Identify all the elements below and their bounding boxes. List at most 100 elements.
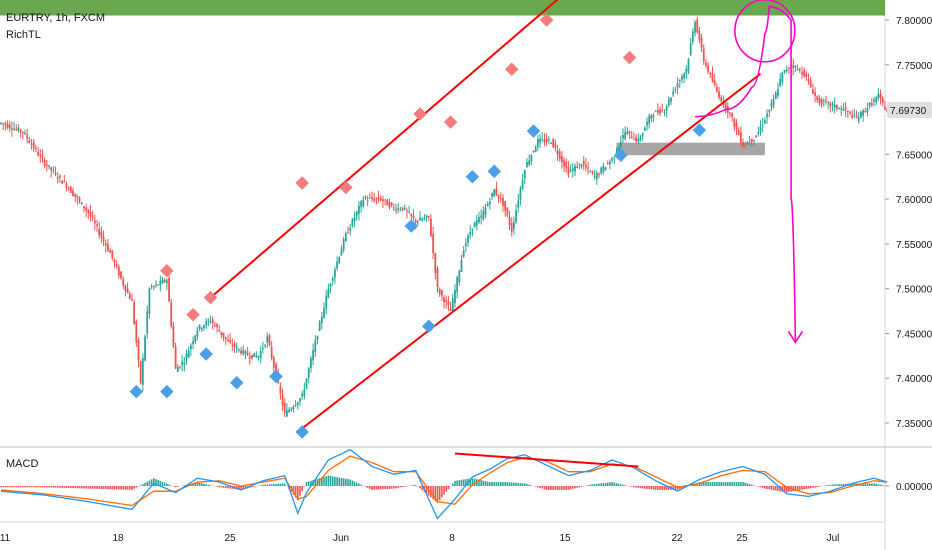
price-candle xyxy=(170,302,173,327)
price-candle xyxy=(482,211,485,220)
price-candle xyxy=(135,321,138,343)
price-candle xyxy=(423,217,426,220)
x-tick-label: 15 xyxy=(559,533,571,544)
price-candle xyxy=(312,350,314,360)
price-candle xyxy=(4,123,7,126)
price-candle xyxy=(460,259,463,272)
price-candle xyxy=(811,89,814,94)
price-candle xyxy=(512,222,515,230)
price-candle xyxy=(310,358,312,369)
price-candle xyxy=(685,69,688,74)
price-candle xyxy=(801,72,803,75)
price-candle xyxy=(571,168,574,171)
price-candle xyxy=(137,340,140,361)
projection-path[interactable] xyxy=(695,5,797,343)
price-candle xyxy=(246,352,249,356)
price-candle xyxy=(528,160,531,165)
price-candle xyxy=(13,128,15,130)
swing-low-marker xyxy=(269,369,283,384)
macd-divergence-line[interactable] xyxy=(454,452,639,468)
price-candle xyxy=(336,261,339,269)
price-candle xyxy=(748,141,751,143)
channel-upper-line[interactable] xyxy=(209,0,560,299)
price-candle xyxy=(851,115,854,118)
price-candle xyxy=(115,264,118,267)
price-candle xyxy=(104,243,107,246)
x-tick-label: 25 xyxy=(224,533,236,544)
price-candle xyxy=(615,151,618,153)
price-candle xyxy=(820,99,823,105)
price-candle xyxy=(192,341,194,345)
price-candle xyxy=(126,288,129,293)
price-candle xyxy=(755,135,758,138)
projection-circle[interactable] xyxy=(734,0,796,63)
y-tick-label: 7.60000 xyxy=(896,195,932,206)
price-candle xyxy=(174,346,177,369)
price-candle xyxy=(24,133,26,135)
swing-high-marker xyxy=(295,176,310,190)
price-candle xyxy=(705,62,707,66)
price-candle xyxy=(416,221,419,223)
swing-high-marker xyxy=(413,107,427,121)
price-candle xyxy=(770,103,773,108)
price-candle xyxy=(613,156,616,158)
price-candle xyxy=(45,164,48,167)
price-candle xyxy=(809,80,812,88)
price-candle xyxy=(814,92,816,96)
swing-low-marker xyxy=(526,124,541,138)
price-candle xyxy=(364,197,367,199)
price-candle xyxy=(753,140,755,142)
price-candle xyxy=(504,201,507,211)
price-candle xyxy=(702,48,705,62)
macd-signal-line xyxy=(0,455,888,507)
price-candle xyxy=(342,239,345,250)
price-candle xyxy=(860,111,862,118)
price-candle xyxy=(334,269,336,278)
channel-lower-line[interactable] xyxy=(301,72,762,430)
price-candle xyxy=(189,345,192,350)
swing-low-marker xyxy=(487,164,502,179)
price-candle xyxy=(724,102,727,110)
price-candle xyxy=(698,30,701,41)
symbol-title[interactable]: EURTRY, 1h, FXCM xyxy=(6,12,105,24)
price-candle xyxy=(436,268,439,287)
price-candle xyxy=(351,219,354,227)
price-candle xyxy=(534,147,537,152)
price-candle xyxy=(497,194,500,199)
price-candle xyxy=(641,133,644,137)
price-candle xyxy=(563,160,565,167)
price-candle xyxy=(264,345,266,347)
price-candle xyxy=(113,259,116,263)
price-candle xyxy=(427,215,430,217)
price-candle xyxy=(360,201,363,208)
price-candle xyxy=(253,353,256,357)
price-candle xyxy=(216,324,218,328)
price-candle xyxy=(148,288,151,314)
price-candle xyxy=(408,212,411,214)
price-candle xyxy=(299,398,301,402)
price-candle xyxy=(510,223,513,232)
price-candle xyxy=(884,106,886,110)
price-candle xyxy=(229,339,232,343)
price-candle xyxy=(619,142,622,148)
price-candle xyxy=(628,130,631,134)
macd-label[interactable]: MACD xyxy=(6,458,38,470)
swing-low-marker xyxy=(465,169,480,184)
price-candle xyxy=(379,198,382,201)
price-candle xyxy=(65,183,68,189)
price-candle xyxy=(54,172,57,175)
price-candle xyxy=(200,327,203,330)
price-candle xyxy=(822,100,825,102)
price-candle xyxy=(783,70,786,72)
price-candle xyxy=(787,67,790,69)
price-candle xyxy=(661,110,664,112)
price-candle xyxy=(69,186,72,194)
price-candle xyxy=(617,146,620,153)
price-candle xyxy=(604,167,607,171)
indicator-label[interactable]: RichTL xyxy=(6,29,41,41)
price-candle xyxy=(443,296,445,303)
price-candle xyxy=(251,355,253,359)
price-candle xyxy=(318,321,321,331)
price-candle xyxy=(100,231,103,238)
